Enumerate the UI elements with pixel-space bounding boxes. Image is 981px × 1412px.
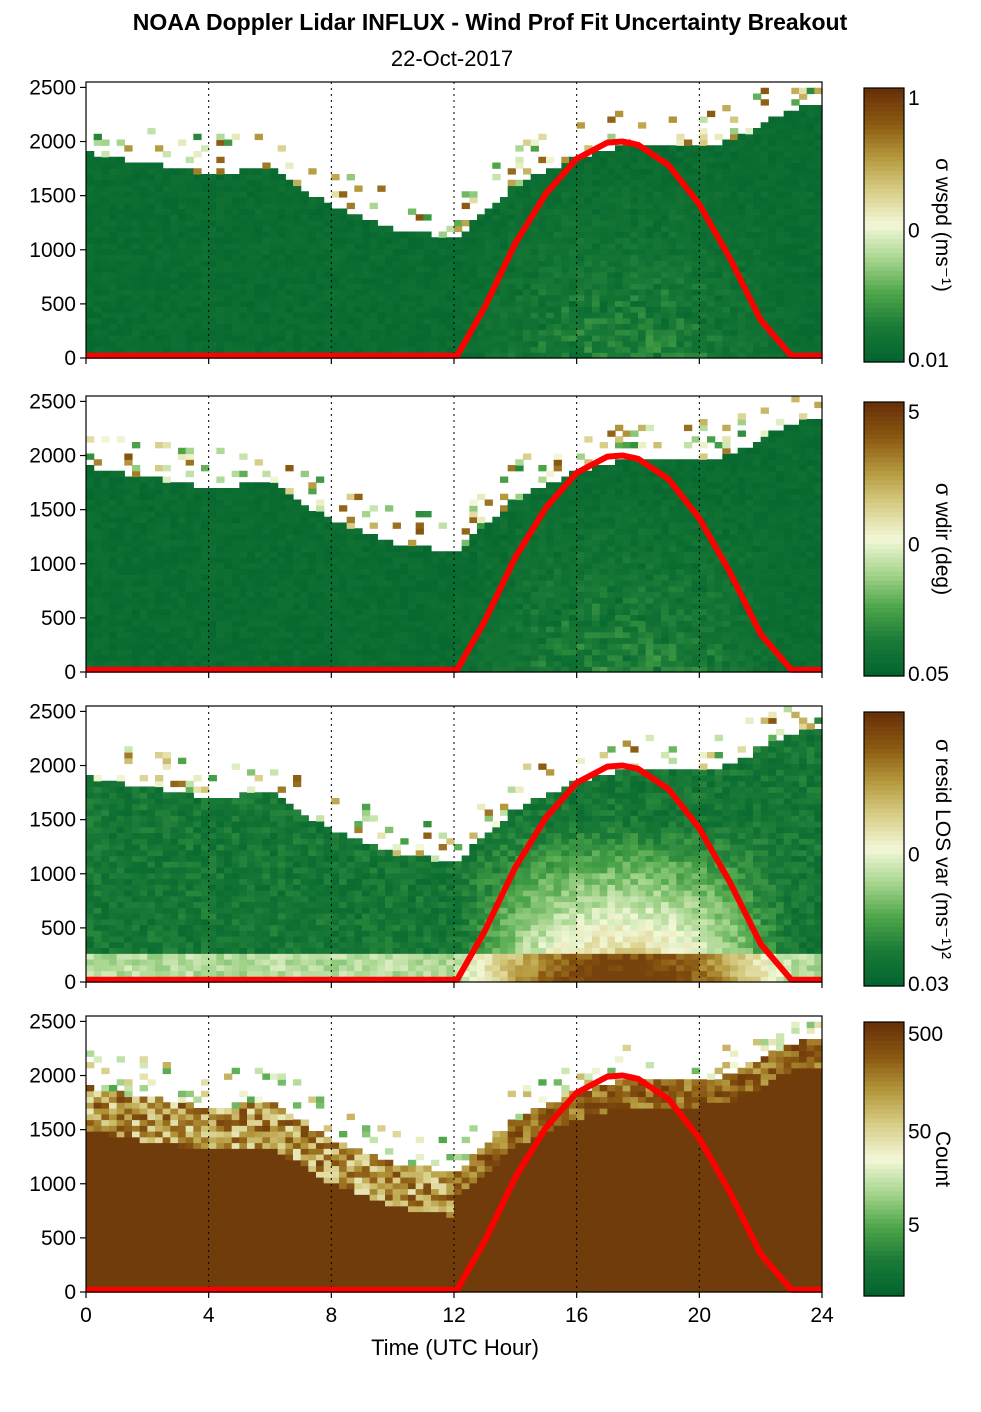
x-tick-label: 4 <box>203 1304 215 1327</box>
y-tick-label: 1500 <box>29 185 76 208</box>
panel-3: 0 500 1000 1500 2000 2500 0 0.03 σ resid LOS var… <box>29 700 954 996</box>
colorbar-label: σ wdir (deg) <box>931 483 954 595</box>
colorbar-4: 500 50 5 Count <box>863 1021 954 1297</box>
solar-elevation-curve <box>86 762 822 983</box>
y-tick-label: 1500 <box>29 809 76 832</box>
x-axis-label: Time (UTC Hour) <box>371 1335 539 1360</box>
y-tick-label: 1000 <box>29 239 76 262</box>
y-tick-label: 1000 <box>29 863 76 886</box>
solar-elevation-curve <box>86 452 822 673</box>
colorbar-tick-label: 0 <box>908 219 920 242</box>
y-tick-label: 1000 <box>29 553 76 576</box>
y-tick-label: 2000 <box>29 445 76 468</box>
x-tick-label: 24 <box>810 1304 834 1327</box>
heatmap-cells-2 <box>86 396 823 673</box>
y-tick-label: 2500 <box>29 1010 76 1033</box>
y-tick-label: 2500 <box>29 76 76 99</box>
colorbar-tick-label: 0.05 <box>908 663 949 686</box>
colorbar-tick-label: 1 <box>908 87 920 110</box>
solar-elevation-curve <box>86 138 822 359</box>
y-tick-label: 500 <box>41 293 76 316</box>
heatmap-cells-1 <box>86 87 823 359</box>
y-tick-label: 2500 <box>29 700 76 723</box>
colorbar-label: σ wspd (ms⁻¹) <box>931 158 954 292</box>
y-tick-label: 2500 <box>29 390 76 413</box>
colorbar-tick-label: 0.03 <box>908 973 949 996</box>
colorbar-2: 5 0 0.05 σ wdir (deg) <box>863 401 954 686</box>
x-tick-label: 0 <box>80 1304 92 1327</box>
y-tick-label: 0 <box>64 1281 76 1304</box>
colorbar-label: σ resid LOS var (ms⁻¹)² <box>931 739 954 959</box>
panel-4: 0 500 1000 1500 2000 2500 0 4 8 12 16 20 24 500 50 5 Cou… <box>29 1010 954 1327</box>
panel-1: 0 500 1000 1500 2000 2500 1 0 0.01 σ wspd (ms⁻¹) <box>29 76 954 372</box>
y-tick-label: 0 <box>64 347 76 370</box>
y-tick-label: 1000 <box>29 1173 76 1196</box>
x-tick-label: 12 <box>442 1304 465 1327</box>
colorbar-tick-label: 500 <box>908 1023 943 1046</box>
x-tick-label: 8 <box>325 1304 337 1327</box>
colorbar-tick-label: 50 <box>908 1121 931 1144</box>
figure-title: NOAA Doppler Lidar INFLUX - Wind Prof Fi… <box>133 9 848 35</box>
solar-elevation-curve <box>86 1072 822 1293</box>
y-tick-label: 0 <box>64 661 76 684</box>
colorbar-1: 1 0 0.01 σ wspd (ms⁻¹) <box>863 87 954 372</box>
colorbar-3: 0 0.03 σ resid LOS var (ms⁻¹)² <box>863 711 954 996</box>
panel-2: 0 500 1000 1500 2000 2500 5 0 0.05 σ wdir (deg) <box>29 390 954 686</box>
y-tick-label: 1500 <box>29 499 76 522</box>
y-tick-label: 2000 <box>29 755 76 778</box>
y-tick-label: 1500 <box>29 1119 76 1142</box>
colorbar-tick-label: 0 <box>908 843 920 866</box>
y-tick-label: 2000 <box>29 131 76 154</box>
colorbar-tick-label: 0.01 <box>908 349 949 372</box>
colorbar-label: Count <box>931 1131 954 1187</box>
y-tick-label: 500 <box>41 1227 76 1250</box>
y-tick-label: 2000 <box>29 1065 76 1088</box>
y-tick-label: 0 <box>64 971 76 994</box>
colorbar-tick-label: 5 <box>908 401 920 424</box>
x-tick-label: 20 <box>688 1304 711 1327</box>
x-tick-label: 16 <box>565 1304 588 1327</box>
colorbar-tick-label: 5 <box>908 1214 920 1237</box>
y-tick-label: 500 <box>41 917 76 940</box>
y-tick-label: 500 <box>41 607 76 630</box>
figure-subtitle: 22-Oct-2017 <box>391 46 513 71</box>
colorbar-tick-label: 0 <box>908 533 920 556</box>
